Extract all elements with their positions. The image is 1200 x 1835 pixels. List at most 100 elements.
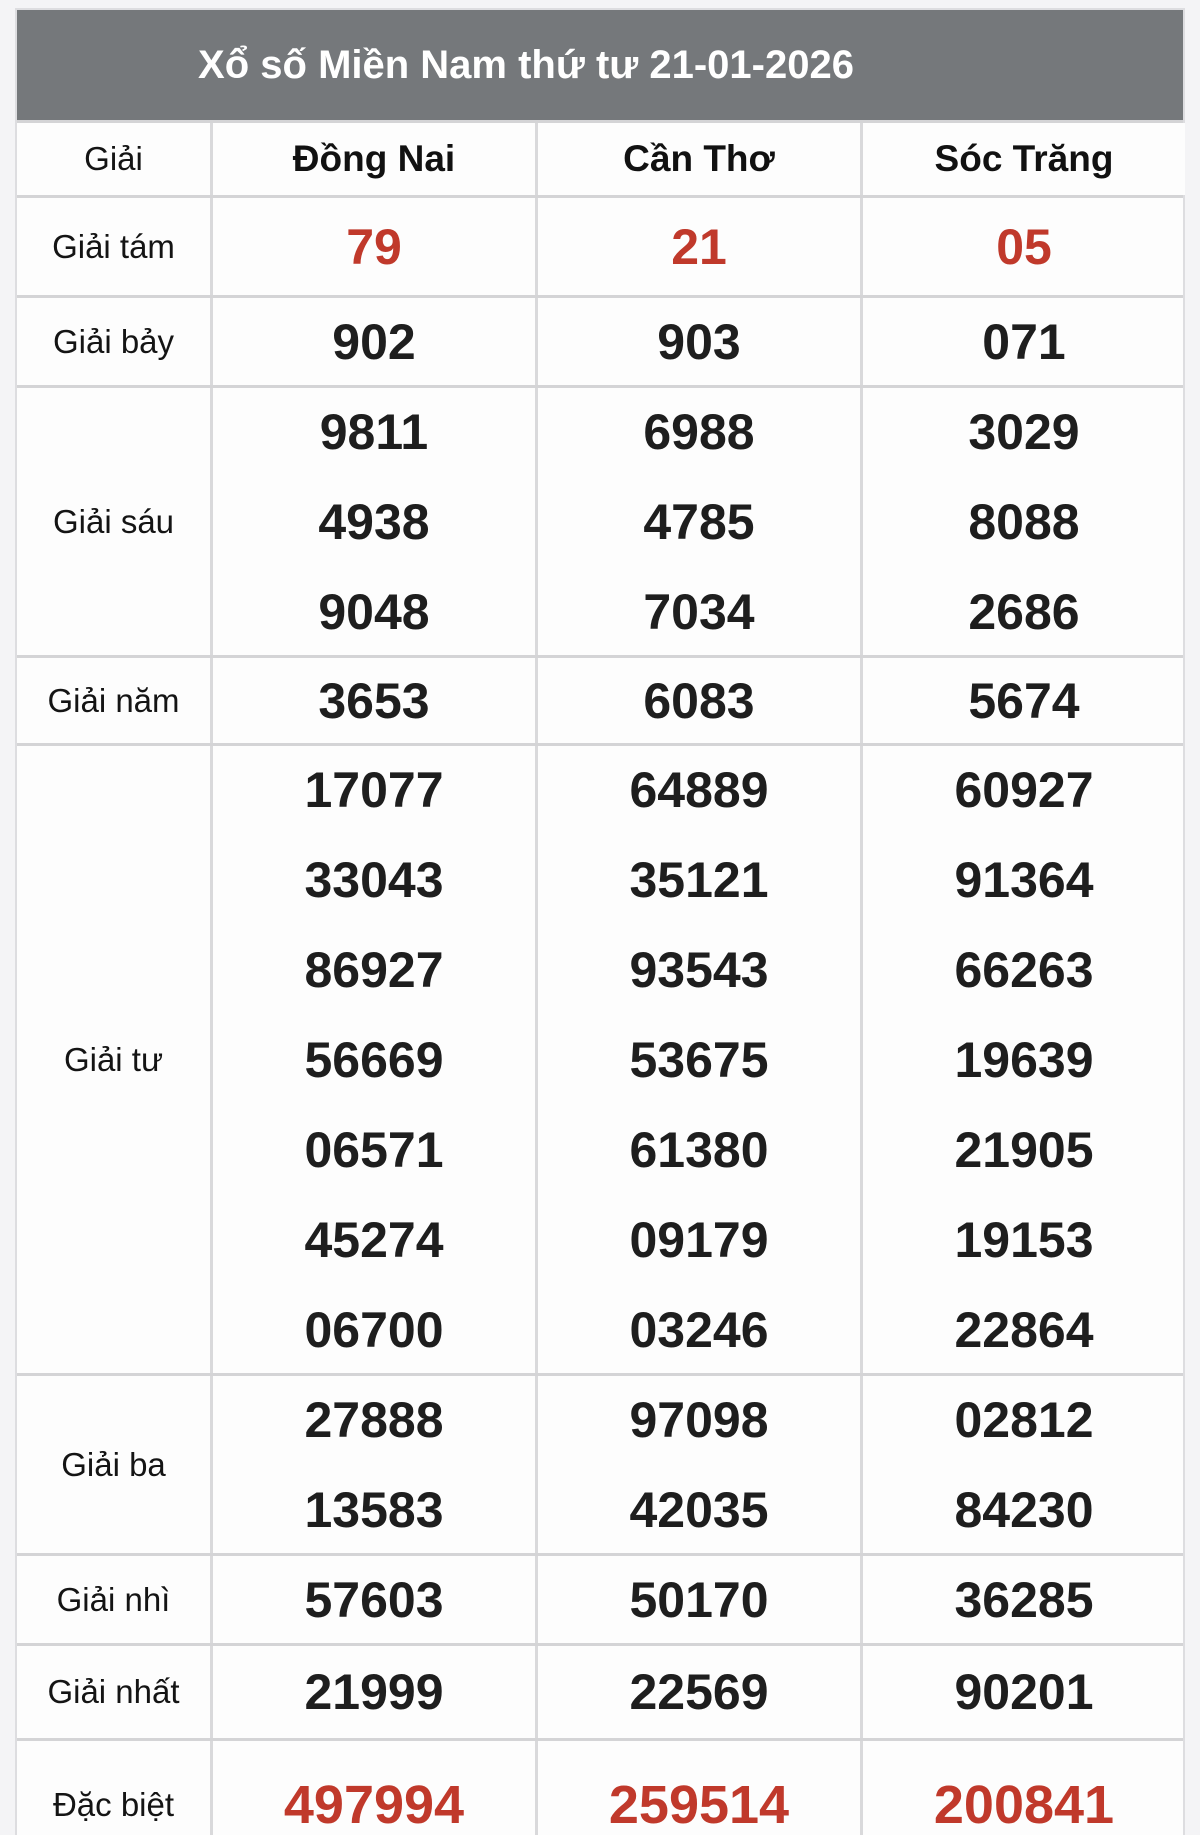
prize-numbers-soc-trang: 36285 <box>860 1556 1185 1643</box>
table-row-dac-biet: Đặc biệt 497994 259514 200841 <box>17 1738 1183 1835</box>
prize-numbers-can-tho: 64889 35121 93543 53675 61380 09179 03246 <box>535 746 860 1373</box>
prize-number: 13583 <box>304 1481 444 1538</box>
prize-number: 8088 <box>968 493 1080 550</box>
prize-numbers-can-tho: 97098 42035 <box>535 1376 860 1553</box>
prize-number: 27888 <box>304 1391 444 1448</box>
prize-number: 3029 <box>968 403 1080 460</box>
column-header-dong-nai: Đồng Nai <box>210 123 535 195</box>
prize-numbers-dong-nai: 497994 <box>210 1741 535 1835</box>
table-header-row: Giải Đồng Nai Cần Thơ Sóc Trăng <box>17 120 1185 195</box>
column-header-prize: Giải <box>17 123 210 195</box>
table-row-giai-nam: Giải năm 3653 6083 5674 <box>17 655 1183 743</box>
table-row-giai-nhi: Giải nhì 57603 50170 36285 <box>17 1553 1183 1643</box>
prize-number: 259514 <box>608 1774 790 1835</box>
table-row-giai-ba: Giải ba 27888 13583 97098 42035 02812 84230 <box>17 1373 1183 1553</box>
prize-numbers-can-tho: 22569 <box>535 1646 860 1738</box>
prize-numbers-dong-nai: 17077 33043 86927 56669 06571 45274 06700 <box>210 746 535 1373</box>
prize-number: 05 <box>996 218 1052 275</box>
prize-number: 2686 <box>968 583 1080 640</box>
prize-number: 53675 <box>629 1031 769 1088</box>
prize-numbers-can-tho: 50170 <box>535 1556 860 1643</box>
table-row-giai-tu: Giải tư 17077 33043 86927 56669 06571 45274 06… <box>17 743 1183 1373</box>
prize-number: 56669 <box>304 1031 444 1088</box>
prize-number: 84230 <box>954 1481 1094 1538</box>
prize-label: Giải bảy <box>52 322 175 360</box>
prize-label: Giải ba <box>61 1445 166 1483</box>
prize-number: 09179 <box>629 1211 769 1268</box>
prize-number: 21999 <box>304 1664 444 1720</box>
prize-number: 06571 <box>304 1121 444 1178</box>
prize-number: 4938 <box>318 493 430 550</box>
prize-numbers-can-tho: 21 <box>535 198 860 295</box>
prize-numbers-soc-trang: 5674 <box>860 658 1185 743</box>
prize-number: 90201 <box>954 1664 1094 1720</box>
prize-numbers-can-tho: 259514 <box>535 1741 860 1835</box>
prize-label: Giải nhất <box>47 1673 180 1710</box>
prize-number: 497994 <box>283 1774 465 1835</box>
prize-numbers-dong-nai: 79 <box>210 198 535 295</box>
prize-label: Giải tám <box>52 227 175 265</box>
prize-number: 93543 <box>629 941 769 998</box>
prize-numbers-soc-trang: 05 <box>860 198 1185 295</box>
prize-number: 02812 <box>954 1391 1094 1448</box>
prize-number: 903 <box>657 313 741 370</box>
prize-number: 57603 <box>304 1571 444 1628</box>
prize-number: 50170 <box>629 1571 769 1628</box>
prize-numbers-soc-trang: 071 <box>860 298 1185 385</box>
prize-number: 071 <box>982 313 1066 370</box>
prize-number: 35121 <box>629 851 769 908</box>
prize-number: 200841 <box>933 1774 1115 1835</box>
column-header-soc-trang: Sóc Trăng <box>860 123 1185 195</box>
prize-label: Giải năm <box>47 681 180 719</box>
prize-number: 97098 <box>629 1391 769 1448</box>
prize-numbers-soc-trang: 02812 84230 <box>860 1376 1185 1553</box>
prize-number: 5674 <box>968 672 1080 729</box>
prize-number: 42035 <box>629 1481 769 1538</box>
prize-numbers-dong-nai: 21999 <box>210 1646 535 1738</box>
prize-number: 21 <box>671 218 727 275</box>
prize-numbers-can-tho: 6988 4785 7034 <box>535 388 860 655</box>
prize-number: 06700 <box>304 1301 444 1358</box>
prize-number: 22864 <box>954 1301 1094 1358</box>
prize-numbers-dong-nai: 27888 13583 <box>210 1376 535 1553</box>
prize-number: 21905 <box>954 1121 1094 1178</box>
prize-number: 6988 <box>643 403 755 460</box>
prize-number: 17077 <box>304 761 444 818</box>
prize-number: 902 <box>332 313 416 370</box>
prize-numbers-dong-nai: 902 <box>210 298 535 385</box>
prize-number: 6083 <box>643 672 755 729</box>
prize-numbers-soc-trang: 90201 <box>860 1646 1185 1738</box>
prize-number: 33043 <box>304 851 444 908</box>
prize-number: 61380 <box>629 1121 769 1178</box>
prize-number: 19153 <box>954 1211 1094 1268</box>
prize-number: 45274 <box>304 1211 444 1268</box>
prize-number: 7034 <box>643 583 755 640</box>
prize-label: Giải tư <box>63 1040 164 1078</box>
prize-numbers-can-tho: 6083 <box>535 658 860 743</box>
prize-label: Đặc biệt <box>52 1785 175 1823</box>
lottery-results-table: Xổ số Miền Nam thứ tư 21-01-2026 Giải Đồ… <box>15 8 1185 1835</box>
prize-label: Giải nhì <box>56 1580 171 1618</box>
prize-number: 66263 <box>954 941 1094 998</box>
page-title: Xổ số Miền Nam thứ tư 21-01-2026 <box>17 10 1183 120</box>
prize-number: 03246 <box>629 1301 769 1358</box>
prize-number: 19639 <box>954 1031 1094 1088</box>
prize-numbers-dong-nai: 9811 4938 9048 <box>210 388 535 655</box>
prize-number: 60927 <box>954 761 1094 818</box>
prize-numbers-soc-trang: 3029 8088 2686 <box>860 388 1185 655</box>
table-row-giai-tam: Giải tám 79 21 05 <box>17 195 1183 295</box>
column-header-can-tho: Cần Thơ <box>535 123 860 195</box>
prize-numbers-dong-nai: 3653 <box>210 658 535 743</box>
prize-number: 22569 <box>629 1664 769 1720</box>
prize-numbers-soc-trang: 60927 91364 66263 19639 21905 19153 22864 <box>860 746 1185 1373</box>
prize-numbers-soc-trang: 200841 <box>860 1741 1185 1835</box>
prize-number: 36285 <box>954 1571 1094 1628</box>
table-row-giai-sau: Giải sáu 9811 4938 9048 6988 4785 7034 3029 8… <box>17 385 1183 655</box>
prize-numbers-can-tho: 903 <box>535 298 860 385</box>
prize-number: 79 <box>346 218 402 275</box>
prize-numbers-dong-nai: 57603 <box>210 1556 535 1643</box>
prize-label: Giải sáu <box>52 502 175 540</box>
prize-number: 3653 <box>318 672 430 729</box>
table-row-giai-nhat: Giải nhất 21999 22569 90201 <box>17 1643 1183 1738</box>
